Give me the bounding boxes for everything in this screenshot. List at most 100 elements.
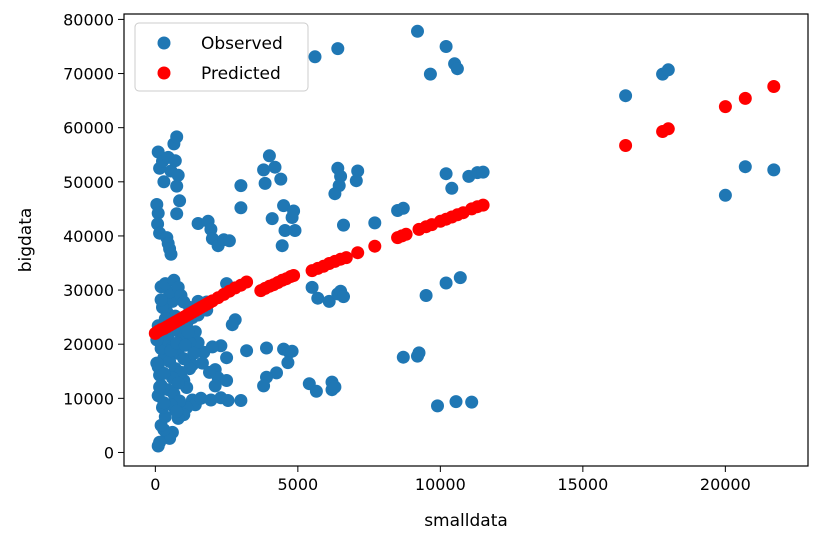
data-point [220,351,234,365]
data-point [194,391,208,405]
y-tick-label: 20000 [63,335,114,354]
data-point [170,179,184,193]
data-point [411,24,424,38]
data-point [453,271,467,285]
data-point [173,194,187,208]
data-point [153,380,167,394]
data-point [257,163,271,177]
data-point [767,80,781,93]
series-observed [150,24,781,453]
data-point [234,394,248,407]
data-point [337,290,350,304]
data-point [234,201,248,215]
data-point [619,139,633,152]
data-point [439,167,453,181]
data-point [222,234,236,248]
data-point [322,294,336,308]
data-point [262,149,276,163]
data-point [187,346,201,360]
data-point [240,275,254,289]
data-point [171,376,185,390]
y-tick-label: 10000 [63,389,114,408]
data-point [351,164,365,178]
data-point [203,365,216,379]
data-point [168,154,182,168]
legend-label: Observed [201,34,283,54]
data-point [308,50,322,64]
x-tick-label: 10000 [415,475,466,494]
data-point [195,356,209,370]
data-point [208,379,222,393]
data-point [260,341,273,355]
x-tick-label: 0 [150,475,160,494]
data-point [281,356,295,370]
data-point [275,239,289,253]
data-point [349,174,363,188]
data-point [277,199,291,213]
x-tick-label: 20000 [700,475,751,494]
y-tick-label: 0 [104,443,114,462]
data-point [328,187,342,201]
legend-label: Predicted [201,64,281,84]
data-point [204,393,218,407]
data-point [476,198,490,212]
data-point [205,340,219,354]
data-point [738,91,752,105]
data-point [445,181,459,195]
data-point [661,122,675,136]
data-point [164,247,178,261]
data-point [331,42,345,56]
data-point [157,396,171,410]
data-point [287,269,301,282]
data-point [465,395,479,409]
data-point [449,395,463,409]
data-point [170,207,184,221]
data-point [619,89,633,103]
axis-ticks: 0 5000 10000 15000 20000 0 10000 20000 30000 4000… [63,10,751,494]
data-point [368,216,382,230]
data-point [287,204,301,218]
data-point [157,175,171,189]
y-tick-label: 80000 [63,10,114,29]
data-point [177,352,191,366]
data-point [431,399,444,413]
data-point [288,224,302,237]
y-axis-label: bigdata [16,208,36,273]
data-point [278,224,292,237]
data-point [274,172,288,186]
data-point [153,435,167,449]
data-point [309,384,323,398]
data-point [220,374,234,387]
y-tick-label: 40000 [63,227,114,246]
data-point [450,62,464,76]
data-point [339,251,353,265]
data-point [476,165,490,179]
data-point [171,168,185,182]
x-tick-label: 15000 [557,475,608,494]
data-point [258,176,272,190]
data-point [767,163,781,177]
y-tick-label: 30000 [63,281,114,300]
legend-box [134,22,309,92]
data-point [412,346,426,360]
data-point [368,239,382,253]
data-point [178,338,192,352]
data-point [311,291,325,305]
x-axis-label: smalldata [424,511,508,531]
data-point [718,100,732,114]
data-point [718,188,732,202]
data-point [351,246,365,260]
plot-frame [123,13,809,467]
data-point [396,201,410,215]
y-tick-label: 70000 [63,65,114,84]
chart-marks [148,24,781,453]
data-point [225,318,239,332]
data-point [170,404,184,418]
data-point [234,179,248,193]
x-tick-label: 5000 [277,475,318,494]
data-point [328,380,342,394]
data-point [265,212,279,226]
data-point [268,160,282,174]
data-point [181,325,195,339]
